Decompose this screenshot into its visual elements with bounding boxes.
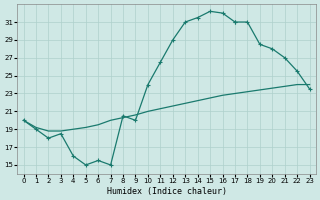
X-axis label: Humidex (Indice chaleur): Humidex (Indice chaleur) bbox=[107, 187, 227, 196]
